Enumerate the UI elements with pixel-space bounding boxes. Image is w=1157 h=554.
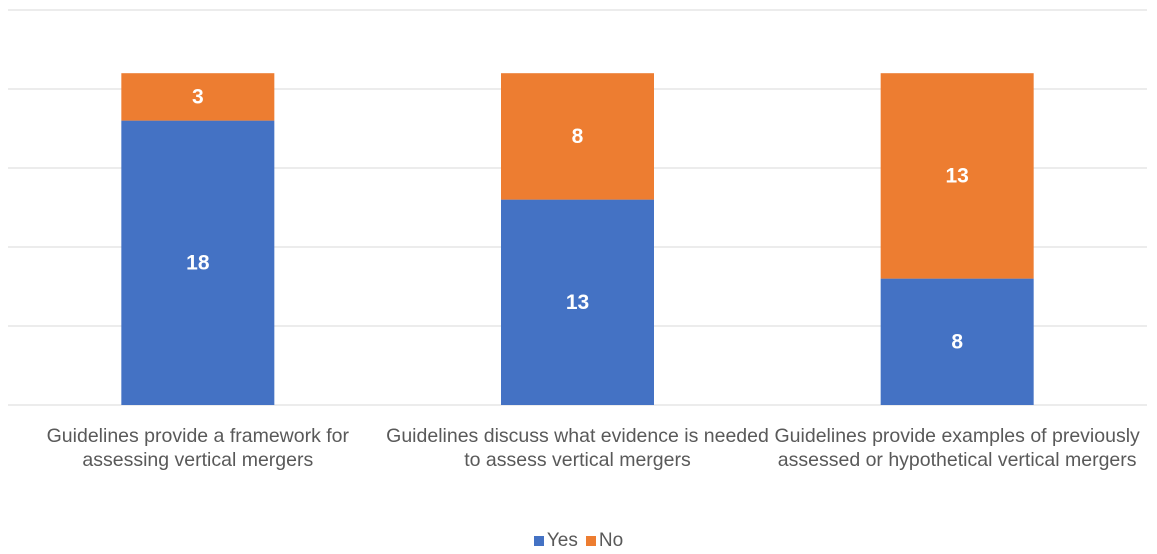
legend-swatch — [585, 536, 596, 546]
data-label: 13 — [945, 164, 968, 187]
bar-segment — [121, 73, 275, 121]
legend-item: No — [585, 530, 624, 552]
legend-label: Yes — [546, 530, 578, 551]
x-tick-label: Guidelines discuss what evidence is need… — [386, 425, 769, 471]
bar-segment — [880, 278, 1034, 405]
bar-segment — [501, 199, 654, 405]
legend: Yes No — [0, 530, 1157, 552]
x-tick-label: Guidelines provide examples of previousl… — [774, 425, 1140, 471]
bar-segment — [121, 120, 275, 405]
bar-segment — [880, 73, 1034, 279]
bar-segment — [501, 73, 654, 200]
legend-label: No — [598, 530, 624, 551]
data-label: 3 — [192, 85, 204, 108]
x-tick-label: Guidelines provide a framework for asses… — [46, 425, 350, 471]
legend-item: Yes — [533, 530, 578, 552]
data-label: 18 — [186, 251, 210, 274]
data-label: 8 — [951, 330, 963, 353]
data-label: 8 — [572, 125, 584, 148]
legend-swatch — [533, 536, 544, 546]
data-label: 13 — [566, 291, 589, 314]
